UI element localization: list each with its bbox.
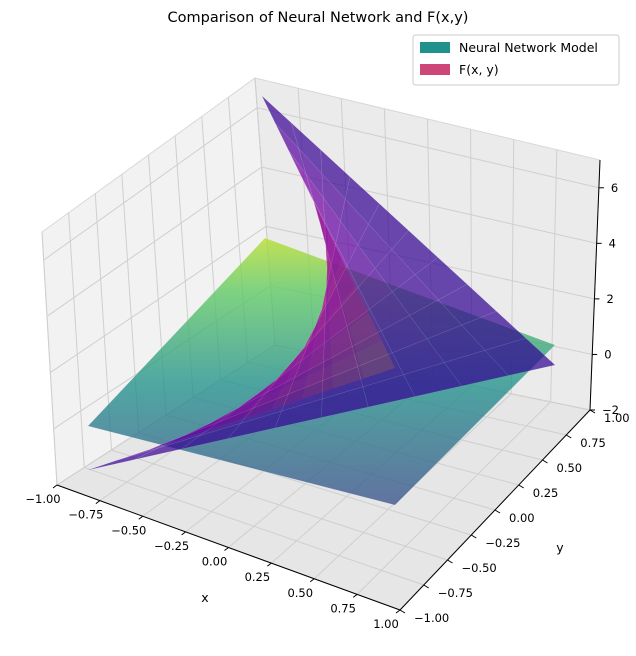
legend-swatch-nn xyxy=(420,42,450,53)
y-tick-mark xyxy=(470,534,477,539)
f-surface-patch xyxy=(261,95,299,149)
y-tick-mark xyxy=(423,584,430,589)
x-tick-mark xyxy=(138,515,144,520)
z-tick-label: 0 xyxy=(604,347,611,361)
y-tick-label: 0.75 xyxy=(580,436,606,450)
z-ticks: −2 0 2 4 6 xyxy=(590,181,619,417)
x-tick-label: −0.25 xyxy=(154,539,189,553)
x-tick-mark xyxy=(224,547,229,551)
z-tick-label: 6 xyxy=(611,181,618,195)
y-axis-label: y xyxy=(556,540,564,555)
x-tick-label: 1.00 xyxy=(373,617,399,631)
x-tick-mark xyxy=(395,609,401,614)
legend-box xyxy=(412,34,620,86)
grid-line xyxy=(41,231,58,486)
z-tick-label: 4 xyxy=(609,236,616,250)
f-surface xyxy=(87,95,556,471)
grid-line xyxy=(50,225,595,373)
y-tick-label: −0.25 xyxy=(485,536,520,550)
x-tick-mark xyxy=(95,500,101,505)
legend: Neural Network Model F(x, y) xyxy=(412,34,620,86)
y-tick-mark xyxy=(447,559,453,564)
legend-swatch-f xyxy=(420,64,450,75)
y-ticks: −1.00 −0.75 −0.50 −0.25 0.00 0.25 0.50 0.75 1.00 xyxy=(399,409,630,625)
x-tick-label: 0.50 xyxy=(287,586,313,600)
x-tick-mark xyxy=(352,593,358,598)
y-tick-mark xyxy=(542,459,548,464)
x-tick-mark xyxy=(267,562,272,567)
x-tick-label: −0.75 xyxy=(68,508,103,522)
y-tick-label: 0.00 xyxy=(509,511,535,525)
y-tick-mark xyxy=(399,609,406,614)
x-tick-label: −1.00 xyxy=(25,492,60,506)
grid-line xyxy=(43,107,600,261)
y-tick-label: −1.00 xyxy=(414,611,449,625)
z-tick-label: 2 xyxy=(606,292,613,306)
grid-line xyxy=(46,166,597,317)
x-tick-label: 0.25 xyxy=(245,570,271,584)
y-tick-label: 0.25 xyxy=(533,486,559,500)
y-tick-label: −0.75 xyxy=(438,586,473,600)
y-tick-label: 0.50 xyxy=(557,461,583,475)
x-axis-label: x xyxy=(201,590,208,605)
x-tick-mark xyxy=(181,531,186,536)
grid-line xyxy=(356,401,551,595)
y-tick-mark xyxy=(518,484,525,489)
y-tick-mark xyxy=(565,434,572,439)
x-tick-mark xyxy=(52,484,58,489)
y-tick-mark xyxy=(494,509,501,514)
grid-line xyxy=(550,149,558,402)
x-tick-label: −0.50 xyxy=(111,523,146,537)
legend-label-nn: Neural Network Model xyxy=(459,40,598,55)
x-ticks: −1.00 −0.75 −0.50 −0.25 0.00 0.25 0.50 0.75 1.00 xyxy=(25,484,401,631)
y-tick-label: 1.00 xyxy=(604,411,630,425)
z-tick-label: −2 xyxy=(602,403,619,417)
grid-line xyxy=(68,212,85,468)
x-tick-label: 0.75 xyxy=(330,601,356,615)
x-tick-mark xyxy=(309,578,315,583)
chart-title: Comparison of Neural Network and F(x,y) xyxy=(168,10,469,26)
z-axis-line xyxy=(589,159,601,411)
x-tick-label: 0.00 xyxy=(202,555,228,569)
legend-label-f: F(x, y) xyxy=(459,62,499,77)
y-tick-label: −0.50 xyxy=(462,561,497,575)
